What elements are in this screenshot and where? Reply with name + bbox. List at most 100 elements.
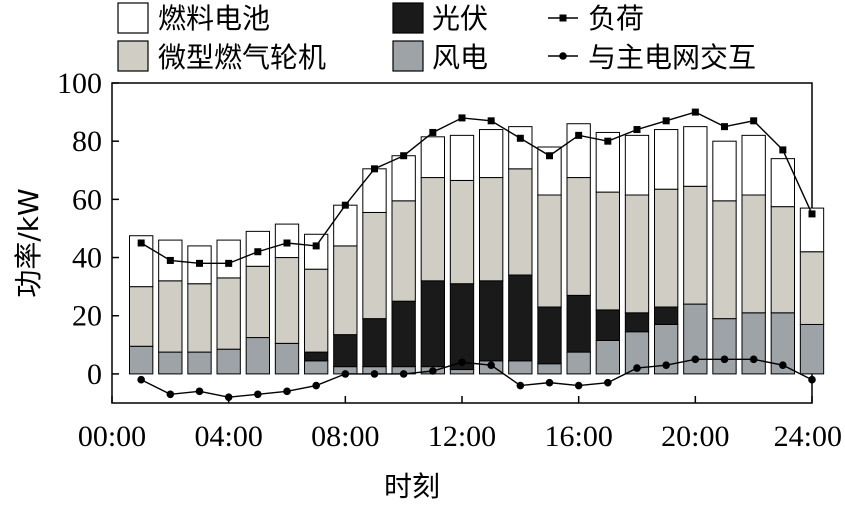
bar-segment-wind (304, 360, 329, 375)
point-load (225, 259, 233, 267)
point-load (546, 152, 553, 160)
bar-segment-fuel-cell (508, 126, 533, 170)
legend-label-grid: 与主电网交互 (588, 41, 756, 74)
bar-segment-fuel-cell (741, 134, 766, 196)
bar-segment-micro-turbine (158, 280, 183, 353)
point-grid (516, 381, 525, 390)
bar-segment-wind (508, 360, 533, 375)
bar-segment-fuel-cell (333, 204, 358, 247)
legend: 燃料电池 光伏 负荷 微型燃气轮机 风电 与主电网交互 (117, 2, 756, 74)
y-tick-label: 60 (72, 183, 102, 216)
bar-segment-wind (683, 303, 708, 375)
y-tick-label: 20 (72, 300, 102, 333)
point-load (808, 210, 816, 218)
bar-segment-wind (274, 342, 300, 375)
bar-segment-wind (245, 337, 270, 375)
bar-segment-wind (187, 351, 212, 375)
x-axis-title: 时刻 (384, 470, 440, 503)
point-load (166, 256, 174, 264)
bar-segment-micro-turbine (216, 277, 241, 350)
bar-segment-micro-turbine (129, 286, 154, 347)
legend-swatch-micro-turbine (117, 40, 149, 72)
bar-segment-pv (304, 351, 329, 362)
y-axis-title: 功率/kW (12, 188, 45, 297)
point-load (196, 259, 203, 267)
x-tick-label: 04:00 (194, 420, 262, 453)
bar-segment-fuel-cell (362, 168, 387, 213)
point-grid (720, 355, 729, 364)
point-load (341, 201, 349, 209)
point-grid (749, 355, 758, 364)
point-grid (691, 355, 700, 364)
point-load (750, 117, 758, 125)
bar-segment-micro-turbine (683, 185, 708, 305)
ticks-layer: 0 20 40 60 80 100 00:00 04:00 08:00 12:00 16:00 20:… (57, 67, 842, 453)
legend-label-pv: 光伏 (432, 2, 488, 35)
point-load (662, 117, 670, 125)
point-load (779, 146, 787, 154)
point-grid (312, 381, 320, 390)
bar-segment-micro-turbine (187, 283, 212, 353)
x-tick-label: 16:00 (544, 420, 612, 453)
point-load (429, 128, 437, 136)
point-load (604, 137, 612, 145)
bar-segment-fuel-cell (799, 207, 825, 253)
point-grid (370, 370, 379, 378)
legend-swatch-pv (392, 2, 424, 34)
bar-segment-fuel-cell (770, 158, 795, 208)
bar-segment-micro-turbine (420, 177, 446, 282)
point-load (487, 117, 495, 125)
point-grid (166, 390, 175, 399)
bar-segment-micro-turbine (508, 168, 533, 276)
y-tick-label: 40 (72, 242, 102, 275)
bar-segment-wind (449, 369, 475, 375)
bar-segment-pv (479, 280, 504, 362)
bar-segment-micro-turbine (537, 194, 562, 308)
point-load (254, 248, 262, 256)
x-tick-label: 20:00 (661, 420, 729, 453)
legend-swatch-wind (392, 40, 424, 72)
point-load (312, 242, 320, 250)
point-grid (283, 387, 291, 396)
bar-segment-micro-turbine (362, 211, 387, 320)
point-grid (574, 381, 583, 390)
y-tick-label: 100 (57, 67, 102, 100)
bar-segment-pv (391, 300, 416, 368)
point-load (137, 239, 145, 247)
x-tick-label: 00:00 (78, 420, 146, 453)
bar-segment-micro-turbine (391, 200, 416, 302)
y-tick-label: 80 (72, 125, 102, 158)
bar-segment-pv (595, 309, 620, 341)
point-grid (429, 367, 437, 375)
lines-layer (137, 108, 816, 401)
bar-segment-wind (799, 323, 825, 375)
point-grid (341, 370, 350, 378)
point-load (371, 165, 378, 173)
bar-segment-fuel-cell (304, 233, 329, 270)
point-grid (137, 375, 145, 384)
bar-segment-micro-turbine (479, 177, 504, 282)
bar-segment-fuel-cell (712, 140, 737, 202)
bar-segment-wind (595, 339, 620, 375)
bar-segment-fuel-cell (683, 126, 708, 187)
x-tick-label: 08:00 (311, 420, 379, 453)
point-grid (779, 361, 787, 369)
point-load (633, 126, 641, 134)
point-grid (195, 387, 204, 396)
bar-segment-pv (449, 283, 475, 371)
bar-segment-wind (216, 348, 241, 375)
point-load (400, 152, 408, 160)
bar-segment-micro-turbine (449, 179, 475, 285)
line-grid (140, 358, 813, 398)
bar-segment-micro-turbine (595, 191, 620, 311)
bar-segment-fuel-cell (216, 239, 241, 279)
bar-segment-fuel-cell (595, 131, 620, 193)
bars-layer (129, 123, 825, 375)
point-grid (487, 361, 495, 369)
point-load (691, 108, 699, 116)
bar-segment-pv (362, 318, 387, 368)
bar-segment-fuel-cell (654, 129, 679, 190)
bar-segment-micro-turbine (712, 200, 737, 320)
bar-segment-fuel-cell (420, 136, 446, 179)
bar-segment-wind (566, 351, 591, 375)
